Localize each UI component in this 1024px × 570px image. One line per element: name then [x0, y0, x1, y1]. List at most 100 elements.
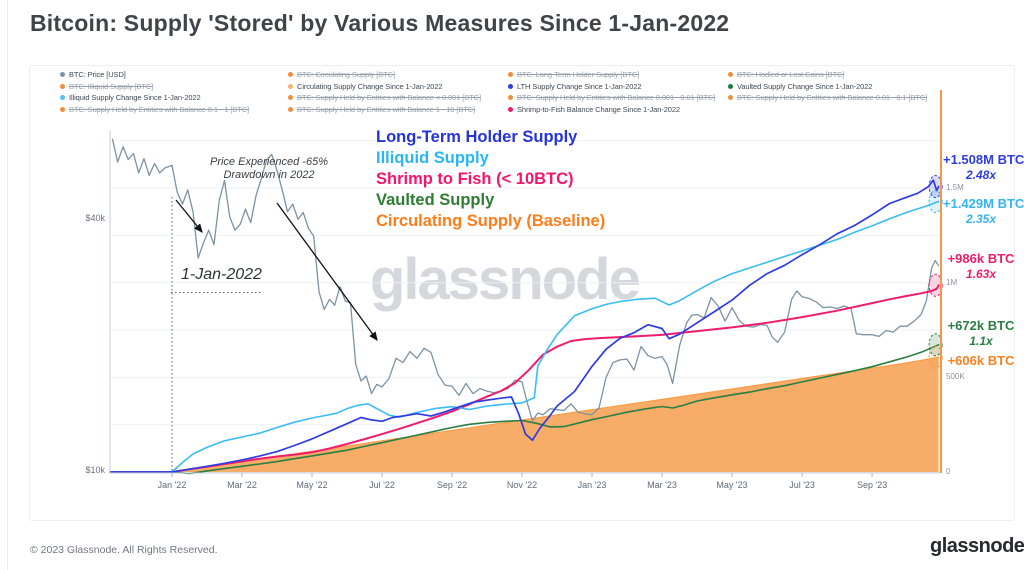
end-value-text: +1.429M BTC: [943, 196, 1024, 211]
x-axis-tick-label: Sep '22: [436, 480, 468, 490]
legend-dot-icon: [508, 72, 513, 78]
chart-series-label: Long-Term Holder Supply: [376, 128, 578, 146]
end-multiplier-text: 1.63x: [965, 267, 997, 281]
legend-item-label: BTC: Price [USD]: [69, 70, 126, 80]
legend-item-label: BTC: Supply Held by Entities with Balanc…: [69, 104, 249, 114]
legend-item[interactable]: BTC: Supply Held by Entities with Balanc…: [728, 92, 968, 104]
legend-column: BTC: Long-Term Holder Supply [BTC] LTH Su…: [508, 69, 728, 115]
legend-item-label: BTC: Supply Held by Entities with Balanc…: [297, 93, 481, 103]
legend-item-label: Shrimp-to-Fish Balance Change Since 1-Ja…: [517, 104, 680, 114]
legend-dot-icon: [508, 106, 513, 112]
glassnode-logo[interactable]: glassnode: [930, 535, 1024, 557]
series-line-lth-supply-change: [109, 179, 940, 473]
legend-column: BTC: Price [USD] BTC: Illiquid Supply [BT…: [60, 69, 288, 115]
drawdown-annotation-line1: Price Experienced -65%: [209, 156, 328, 168]
series-area-circulating-supply-change: [110, 357, 939, 472]
legend-item[interactable]: Shrimp-to-Fish Balance Change Since 1-Ja…: [508, 104, 728, 116]
legend-item[interactable]: BTC: Illiquid Supply [BTC]: [60, 81, 288, 93]
legend-item[interactable]: BTC: Circulating Supply [BTC]: [288, 69, 508, 81]
x-axis-tick-label: Sep '23: [856, 480, 888, 490]
end-value-label: +1.429M BTC 2.35x: [943, 196, 1024, 226]
legend-dot-icon: [288, 106, 293, 112]
x-axis-tick-label: Jul '22: [369, 480, 395, 490]
end-marker-vaulted-supply-change: [928, 333, 943, 357]
legend-item[interactable]: BTC: Supply Held by Entities with Balanc…: [508, 92, 728, 104]
legend-dot-icon: [60, 72, 65, 78]
end-marker-shrimp-to-fish-change: [928, 273, 943, 297]
legend-dot-icon: [728, 95, 733, 101]
legend-dot-icon: [508, 83, 513, 89]
legend-dot-icon: [728, 83, 733, 89]
end-multiplier-text: 2.48x: [965, 168, 997, 182]
legend-dot-icon: [60, 95, 65, 101]
x-axis-tick-label: Mar '23: [647, 480, 677, 490]
x-axis-tick-label: Nov '22: [506, 480, 538, 490]
legend-item[interactable]: Vaulted Supply Change Since 1-Jan-2022: [728, 81, 968, 93]
glassnode-watermark: glassnode: [370, 247, 641, 312]
series-line-vaulted-supply-change: [109, 343, 940, 475]
end-value-label: +986k BTC 1.63x: [943, 251, 1019, 281]
jan1-annotation: 1-Jan-2022: [181, 266, 262, 283]
legend-item[interactable]: Circulating Supply Change Since 1-Jan-20…: [288, 81, 508, 93]
legend-dot-icon: [60, 106, 65, 112]
legend-item[interactable]: BTC: Supply Held by Entities with Balanc…: [288, 92, 508, 104]
footer-copyright: © 2023 Glassnode. All Rights Reserved.: [30, 544, 218, 556]
x-axis-tick-label: Jan '23: [577, 480, 607, 490]
legend-item[interactable]: BTC: Long-Term Holder Supply [BTC]: [508, 69, 728, 81]
legend-dot-icon: [508, 95, 513, 101]
right-axis-tick-label: 1M: [946, 277, 958, 287]
end-value-label: +672k BTC 1.1x: [943, 318, 1019, 348]
legend-dot-icon: [288, 95, 293, 101]
legend-dot-icon: [288, 83, 293, 89]
legend-item-label: Illiquid Supply Change Since 1-Jan-2022: [69, 93, 201, 103]
legend-item-label: BTC: Supply Held by Entities with Balanc…: [297, 104, 476, 114]
end-value-text: +986k BTC: [947, 251, 1015, 266]
end-value-text: +606k BTC: [947, 353, 1015, 368]
end-value-label: +606k BTC: [943, 353, 1019, 368]
end-multiplier-text: 1.1x: [969, 334, 993, 348]
left-axis-tick-label: $10k: [85, 465, 105, 476]
drawdown-annotation-line2: Drawdown in 2022: [223, 169, 315, 181]
chart-series-label: Circulating Supply (Baseline): [376, 212, 606, 230]
chart-series-label: Vaulted Supply: [376, 191, 495, 209]
x-axis-tick-label: May '22: [296, 480, 328, 490]
right-axis-tick-label: 500K: [946, 372, 965, 382]
end-marker-circulating-supply-change: [928, 345, 943, 369]
page-left-border: [7, 0, 8, 570]
drawdown-arrow: [276, 202, 378, 342]
end-value-label: +1.508M BTC 2.48x: [943, 152, 1024, 182]
x-axis-tick-label: Jul '23: [789, 480, 815, 490]
legend-item[interactable]: BTC: Hodled or Lost Coins [BTC]: [728, 69, 968, 81]
series-line-shrimp-to-fish-change: [109, 284, 940, 473]
legend-item-label: BTC: Hodled or Lost Coins [BTC]: [737, 70, 845, 80]
legend-dot-icon: [288, 72, 293, 78]
end-multiplier-text: 2.35x: [965, 212, 997, 226]
legend-item[interactable]: BTC: Price [USD]: [60, 69, 288, 81]
legend-item-label: BTC: Supply Held by Entities with Balanc…: [517, 93, 716, 103]
legend-item-label: BTC: Long-Term Holder Supply [BTC]: [517, 70, 640, 80]
end-value-text: +672k BTC: [947, 318, 1015, 333]
end-value-text: +1.508M BTC: [943, 152, 1024, 167]
legend-item-label: Circulating Supply Change Since 1-Jan-20…: [297, 81, 443, 91]
series-line-illiquid-supply-change: [109, 200, 940, 473]
x-axis-tick-label: Mar '22: [227, 480, 257, 490]
legend-column: BTC: Circulating Supply [BTC] Circulating…: [288, 69, 508, 115]
drawdown-annotation: Price Experienced -65% Drawdown in 2022: [188, 156, 350, 182]
legend-item-label: BTC: Illiquid Supply [BTC]: [69, 81, 154, 91]
legend-item[interactable]: Illiquid Supply Change Since 1-Jan-2022: [60, 92, 288, 104]
legend-item-label: BTC: Circulating Supply [BTC]: [297, 70, 395, 80]
legend-dot-icon: [60, 83, 65, 89]
right-axis-tick-label: 1.5M: [946, 183, 964, 192]
legend-dot-icon: [728, 72, 733, 78]
legend-item[interactable]: LTH Supply Change Since 1-Jan-2022: [508, 81, 728, 93]
legend-item[interactable]: BTC: Supply Held by Entities with Balanc…: [60, 104, 288, 116]
legend-item[interactable]: BTC: Supply Held by Entities with Balanc…: [288, 104, 508, 116]
left-axis-tick-label: $40k: [85, 212, 105, 223]
chart-series-label: Illiquid Supply: [376, 149, 489, 167]
end-marker-lth-supply-change: [928, 175, 943, 198]
right-axis-tick-label: 0: [946, 467, 951, 476]
chart-series-label: Shrimp to Fish (< 10BTC): [376, 170, 574, 188]
legend-column: BTC: Hodled or Lost Coins [BTC] Vaulted S…: [728, 69, 968, 115]
legend-item-label: Vaulted Supply Change Since 1-Jan-2022: [737, 81, 873, 91]
